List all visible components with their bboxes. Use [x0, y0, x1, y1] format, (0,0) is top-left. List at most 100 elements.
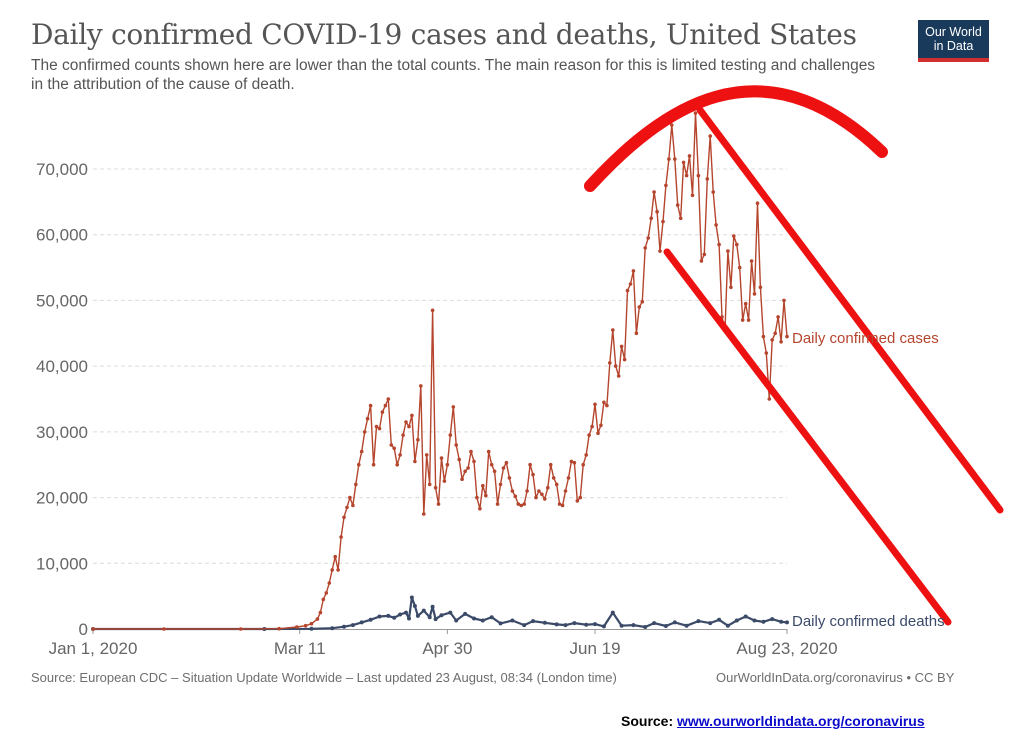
cases-point [578, 495, 583, 500]
source-label: Source: [621, 713, 678, 729]
cases-point [770, 338, 774, 342]
cases-point [560, 503, 565, 508]
cases-point [684, 173, 689, 178]
source-link[interactable]: www.ourworldindata.org/coronavirus [677, 713, 925, 729]
cases-point [708, 134, 712, 138]
cases-point [593, 402, 597, 407]
deaths-point [743, 614, 748, 619]
deaths-point [761, 619, 766, 624]
cases-point [661, 219, 665, 224]
logo-accent-bar [918, 58, 989, 62]
our-world-in-data-logo[interactable]: Our World in Data [918, 20, 989, 62]
cases-point [714, 223, 718, 227]
cases-point [309, 621, 314, 626]
cases-point [513, 494, 518, 499]
cases-point [566, 476, 571, 480]
x-tick-label: Jan 1, 2020 [49, 639, 138, 658]
deaths-point [752, 618, 757, 623]
cases-point [608, 361, 612, 365]
deaths-point [398, 612, 403, 617]
cases-point [365, 416, 370, 421]
red-lower-trend-line [663, 248, 952, 626]
deaths-point [708, 621, 713, 626]
cases-point [430, 308, 435, 313]
cases-point [398, 453, 402, 457]
deaths-point [601, 624, 606, 629]
deaths-point [554, 622, 559, 627]
cases-point [773, 331, 777, 336]
deaths-point [663, 624, 668, 628]
deaths-point [415, 613, 420, 618]
cases-point [448, 433, 453, 437]
x-tick-label: Apr 30 [422, 639, 472, 658]
cases-point [675, 203, 680, 207]
cases-point [345, 505, 349, 510]
cases-point [543, 497, 547, 501]
deaths-point [785, 620, 789, 625]
cases-point [740, 318, 745, 322]
cases-point [758, 285, 763, 290]
cases-point [711, 190, 715, 194]
cases-point [342, 515, 346, 520]
series-deaths [91, 595, 789, 631]
cases-point [315, 617, 320, 621]
cases-point [584, 453, 588, 457]
series-labels: Daily confirmed cases Daily confirmed dea… [792, 330, 945, 630]
cases-point [528, 462, 532, 467]
cases-point [351, 503, 355, 508]
cases-point [445, 462, 450, 467]
deaths-point [407, 616, 411, 621]
deaths-point [330, 626, 335, 631]
hand-drawn-annotations [584, 85, 1004, 626]
footer-credit[interactable]: OurWorldInData.org/coronavirus • CC BY [716, 670, 955, 685]
cases-point [755, 201, 760, 205]
cases-point [605, 403, 609, 408]
cases-point [442, 479, 447, 483]
cases-point [646, 236, 650, 240]
cases-point [785, 334, 789, 339]
deaths-point [584, 622, 589, 627]
cases-point [673, 157, 677, 161]
cases-point [407, 424, 411, 429]
deaths-point [439, 613, 444, 618]
deaths-point [409, 595, 414, 600]
cases-point [436, 502, 441, 506]
cases-point [389, 443, 394, 447]
cases-point [519, 503, 523, 508]
cases-point [404, 420, 408, 424]
deaths-point [531, 619, 535, 624]
cases-point [410, 413, 414, 418]
y-tick-label: 70,000 [36, 160, 88, 179]
cases-point [362, 430, 367, 434]
cases-point [557, 502, 562, 506]
cases-point [602, 400, 606, 405]
deaths-point [472, 616, 476, 621]
cases-point [590, 424, 594, 429]
cases-point [424, 453, 429, 457]
cases-point [631, 269, 636, 273]
deaths-line [93, 596, 788, 631]
cases-point [761, 334, 766, 339]
cases-point [354, 482, 358, 487]
cases-point [484, 493, 488, 498]
cases-point [764, 351, 769, 355]
cases-point [348, 495, 352, 500]
deaths-point [421, 608, 426, 613]
cases-point [667, 157, 671, 161]
cases-point [729, 285, 733, 290]
cases-point [522, 502, 526, 506]
deaths-point [454, 618, 459, 623]
deaths-point [770, 617, 775, 622]
cases-point [466, 466, 470, 470]
cases-point [324, 591, 329, 595]
deaths-point [619, 623, 624, 628]
cases-point [643, 246, 647, 250]
cases-point [504, 460, 509, 465]
cases-point [371, 462, 376, 467]
deaths-point [652, 621, 657, 626]
y-tick-label: 0 [79, 620, 88, 639]
cases-point [752, 292, 757, 296]
cases-point [277, 626, 281, 631]
cases-point [318, 610, 323, 615]
cases-point [572, 460, 577, 465]
